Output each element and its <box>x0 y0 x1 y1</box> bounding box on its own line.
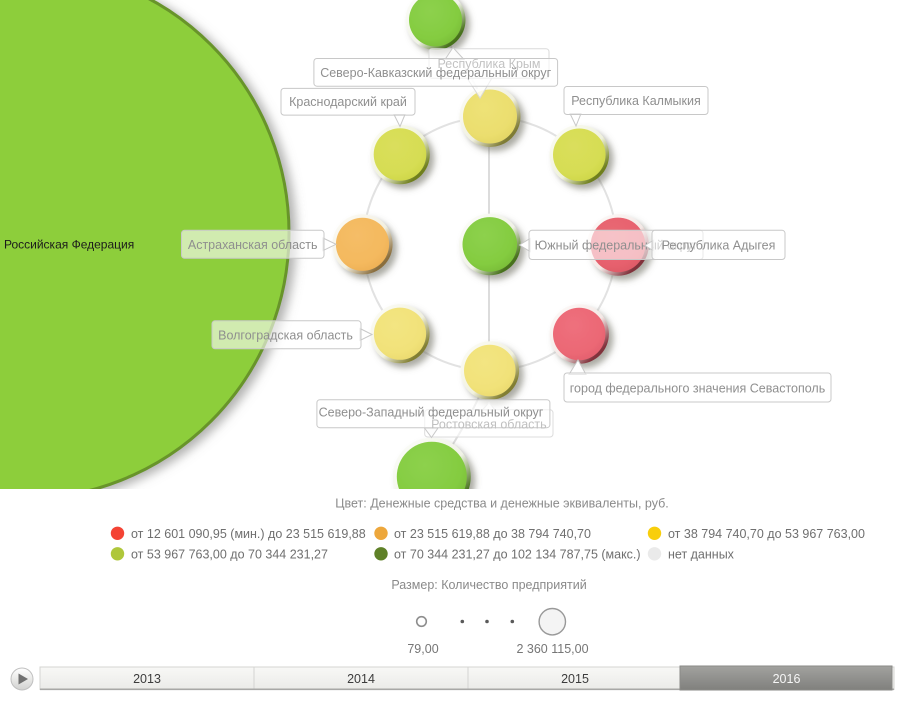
svg-text:Северо-Кавказский федеральный: Северо-Кавказский федеральный округ <box>320 66 551 80</box>
svg-text:Краснодарский край: Краснодарский край <box>289 95 407 109</box>
svg-text:2 360 115,00: 2 360 115,00 <box>516 642 588 656</box>
svg-text:Российская Федерация: Российская Федерация <box>4 238 134 252</box>
svg-text:от 53 967 763,00 до 70 344 231: от 53 967 763,00 до 70 344 231,27 <box>131 547 328 561</box>
svg-text:город федерального значения Се: город федерального значения Севастополь <box>570 382 826 396</box>
svg-text:Цвет: Денежные средства и дене: Цвет: Денежные средства и денежные эквив… <box>335 497 668 511</box>
svg-text:2013: 2013 <box>133 672 161 686</box>
svg-text:79,00: 79,00 <box>407 642 438 656</box>
svg-text:Северо-Западный федеральный ок: Северо-Западный федеральный округ <box>319 406 544 420</box>
svg-text:Республика Калмыкия: Республика Калмыкия <box>571 94 701 108</box>
svg-text:Республика Адыгея: Республика Адыгея <box>662 238 776 252</box>
svg-text:Размер: Количество предприятий: Размер: Количество предприятий <box>391 578 586 592</box>
svg-text:от 23 515 619,88 до 38 794 740: от 23 515 619,88 до 38 794 740,70 <box>394 527 591 541</box>
svg-text:от 38 794 740,70 до 53 967 763: от 38 794 740,70 до 53 967 763,00 <box>668 527 865 541</box>
svg-text:Ростовская область: Ростовская область <box>431 418 547 432</box>
svg-text:2015: 2015 <box>561 672 589 686</box>
svg-text:от 12 601 090,95 (мин.) до 23: от 12 601 090,95 (мин.) до 23 515 619,88 <box>131 527 366 541</box>
svg-text:от 70 344 231,27 до 102 134 78: от 70 344 231,27 до 102 134 787,75 (макс… <box>394 547 641 561</box>
svg-text:Республика Крым: Республика Крым <box>437 57 540 71</box>
svg-text:2014: 2014 <box>347 672 375 686</box>
svg-text:нет данных: нет данных <box>668 547 735 561</box>
svg-text:2016: 2016 <box>773 672 801 686</box>
svg-text:Волгоградская область: Волгоградская область <box>218 328 353 342</box>
svg-text:Астраханская область: Астраханская область <box>188 238 318 252</box>
